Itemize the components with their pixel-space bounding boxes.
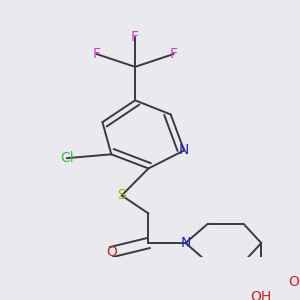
Text: OH: OH: [250, 290, 272, 300]
Text: Cl: Cl: [60, 151, 74, 165]
Text: N: N: [179, 143, 189, 158]
Text: F: F: [92, 47, 101, 61]
Text: S: S: [117, 188, 126, 203]
Text: O: O: [289, 274, 299, 289]
Text: F: F: [131, 30, 139, 44]
Text: N: N: [180, 236, 191, 250]
Text: O: O: [106, 245, 117, 259]
Text: F: F: [170, 47, 178, 61]
